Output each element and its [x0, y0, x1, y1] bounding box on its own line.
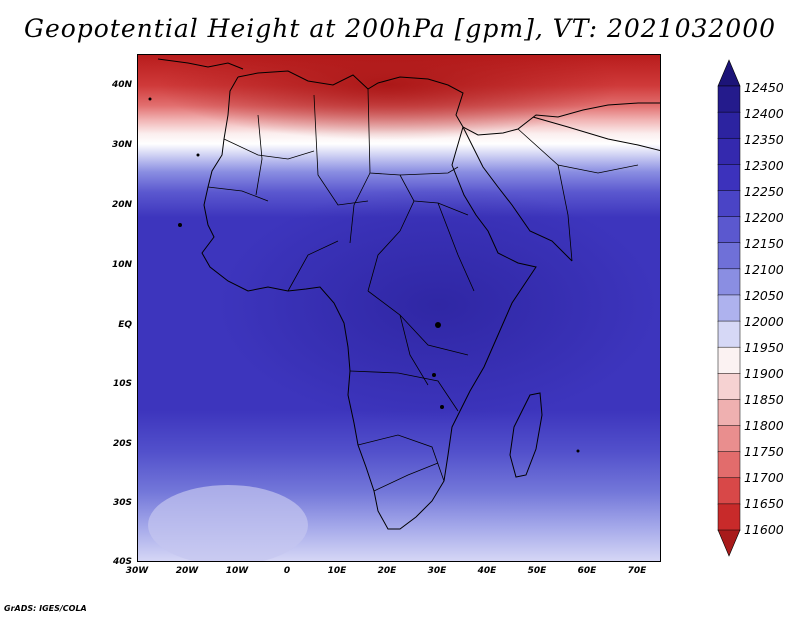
colorbar-swatch	[717, 164, 741, 192]
colorbar-swatch	[717, 346, 741, 375]
colorbar	[717, 59, 741, 557]
lakes-islands	[148, 97, 580, 453]
colorbar-top-arrow	[717, 59, 741, 87]
chart-title: Geopotential Height at 200hPa [gpm], VT:…	[23, 14, 777, 43]
lon-label-60e: 60E	[577, 566, 597, 576]
lat-label-10s: 10S	[112, 379, 132, 389]
lon-label-30w: 30W	[125, 566, 149, 576]
colorbar-label: 11950	[744, 340, 784, 355]
colorbar-label: 12250	[744, 184, 784, 199]
lon-label-20e: 20E	[377, 566, 397, 576]
lon-label-70e: 70E	[627, 566, 647, 576]
colorbar-label: 11650	[744, 496, 784, 511]
colorbar-label: 11900	[744, 366, 784, 381]
map-panel	[137, 54, 661, 562]
colorbar-swatch	[717, 190, 741, 218]
lon-label-50e: 50E	[527, 566, 547, 576]
colorbar-bottom-arrow	[717, 529, 741, 557]
colorbar-swatch	[717, 216, 741, 244]
lat-label-10n: 10N	[111, 260, 132, 270]
colorbar-swatch	[717, 268, 741, 296]
lat-label-30n: 30N	[111, 140, 132, 150]
colorbar-swatch	[717, 85, 741, 113]
lon-label-40e: 40E	[477, 566, 497, 576]
colorbar-label: 12050	[744, 288, 784, 303]
coastlines	[157, 58, 660, 530]
colorbar-swatch	[717, 294, 741, 322]
colorbar-swatch	[717, 373, 741, 401]
colorbar-swatch	[717, 503, 741, 531]
lon-label-10e: 10E	[327, 566, 347, 576]
colorbar-swatch	[717, 320, 741, 348]
height-field	[138, 55, 660, 561]
colorbar-swatch	[717, 399, 741, 427]
colorbar-swatch	[717, 477, 741, 505]
colorbar-label: 11700	[744, 470, 784, 485]
colorbar-label: 12200	[744, 210, 784, 225]
colorbar-label: 12450	[744, 80, 784, 95]
lon-label-10w: 10W	[225, 566, 249, 576]
lat-label-30s: 30S	[112, 498, 132, 508]
lon-label-20w: 20W	[175, 566, 199, 576]
country-borders	[207, 88, 639, 492]
lat-label-eq: EQ	[118, 320, 132, 330]
colorbar-swatch	[717, 451, 741, 479]
colorbar-label: 12300	[744, 158, 784, 173]
colorbar-label: 12150	[744, 236, 784, 251]
colorbar-label: 12350	[744, 132, 784, 147]
lat-label-40n: 40N	[111, 80, 132, 90]
lat-label-20n: 20N	[111, 200, 132, 210]
colorbar-swatch	[717, 111, 741, 139]
colorbar-label: 11850	[744, 392, 784, 407]
colorbar-label: 11600	[744, 522, 784, 537]
lon-label-30e: 30E	[427, 566, 447, 576]
lon-label-0: 0	[283, 566, 291, 576]
colorbar-label: 11750	[744, 444, 784, 459]
lat-label-40s: 40S	[112, 557, 132, 567]
grads-credit: GrADS: IGES/COLA	[4, 604, 87, 613]
colorbar-label: 12100	[744, 262, 784, 277]
colorbar-swatch	[717, 425, 741, 453]
colorbar-label: 12400	[744, 106, 784, 121]
colorbar-swatch	[717, 137, 741, 166]
colorbar-label: 11800	[744, 418, 784, 433]
colorbar-label: 12000	[744, 314, 784, 329]
lat-label-20s: 20S	[112, 439, 132, 449]
colorbar-swatch	[717, 242, 741, 270]
